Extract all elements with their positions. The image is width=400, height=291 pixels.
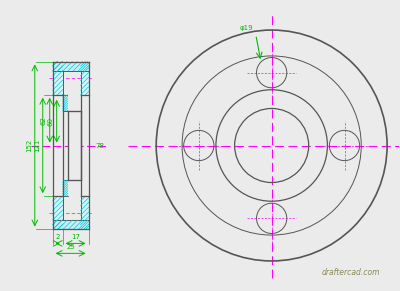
Text: draftercad.com: draftercad.com — [322, 268, 380, 277]
Text: 2: 2 — [56, 235, 60, 240]
Bar — [80, 95, 81, 111]
Bar — [53, 196, 63, 230]
Bar — [63, 95, 68, 111]
Bar — [53, 61, 63, 95]
Text: 60: 60 — [48, 117, 54, 126]
Text: φ19: φ19 — [240, 25, 254, 31]
Text: 62: 62 — [41, 116, 47, 125]
Bar — [53, 220, 88, 230]
Bar — [63, 180, 68, 196]
Text: 121: 121 — [34, 139, 40, 152]
Text: 78: 78 — [96, 143, 104, 148]
Text: 152: 152 — [26, 139, 32, 152]
Bar — [80, 180, 81, 196]
Text: 25: 25 — [66, 244, 75, 250]
Bar — [68, 95, 81, 196]
Bar — [80, 61, 88, 95]
Bar — [68, 111, 81, 180]
Bar — [53, 61, 88, 71]
Text: 17: 17 — [71, 235, 80, 240]
Bar — [80, 196, 88, 230]
